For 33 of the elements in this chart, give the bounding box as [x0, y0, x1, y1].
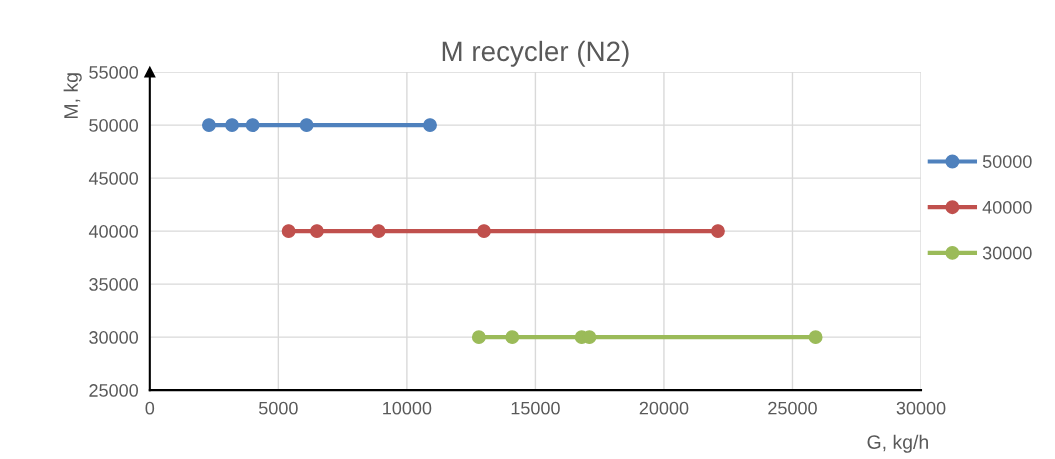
x-tick-label: 10000	[383, 401, 432, 415]
point	[225, 118, 240, 133]
y-tick-label: 30000	[89, 331, 138, 344]
x-tick-label: 15000	[511, 401, 560, 415]
y-tick-label: 25000	[89, 384, 138, 397]
y-tick-label: 40000	[88, 225, 138, 238]
point	[309, 224, 324, 239]
legend-label: 30000	[982, 246, 1032, 260]
x-tick-label: 5000	[258, 401, 298, 415]
y-tick-label: 35000	[89, 278, 138, 291]
y-tick-label: 50000	[89, 119, 138, 132]
x-tick-label: 30000	[896, 401, 946, 415]
x-axis-title: G, kg/h	[867, 434, 928, 453]
point	[371, 224, 386, 239]
point	[471, 330, 486, 345]
point	[477, 224, 491, 239]
point	[245, 118, 260, 133]
point	[710, 224, 725, 239]
y-axis-title: M, kg	[63, 73, 82, 118]
point	[281, 224, 296, 239]
x-tick-label: 20000	[639, 401, 689, 415]
point	[423, 118, 437, 133]
point	[299, 118, 314, 133]
x-tick-label: 0	[145, 401, 155, 415]
legend-label: 50000	[982, 155, 1032, 168]
y-tick-label: 55000	[89, 66, 138, 79]
y-tick-label: 45000	[88, 172, 138, 185]
chart-title: M recycler (N2)	[442, 40, 629, 67]
point	[808, 330, 823, 345]
point	[201, 118, 216, 133]
x-tick-label: 25000	[768, 401, 817, 415]
point	[505, 330, 520, 345]
legend-label: 40000	[982, 200, 1032, 214]
